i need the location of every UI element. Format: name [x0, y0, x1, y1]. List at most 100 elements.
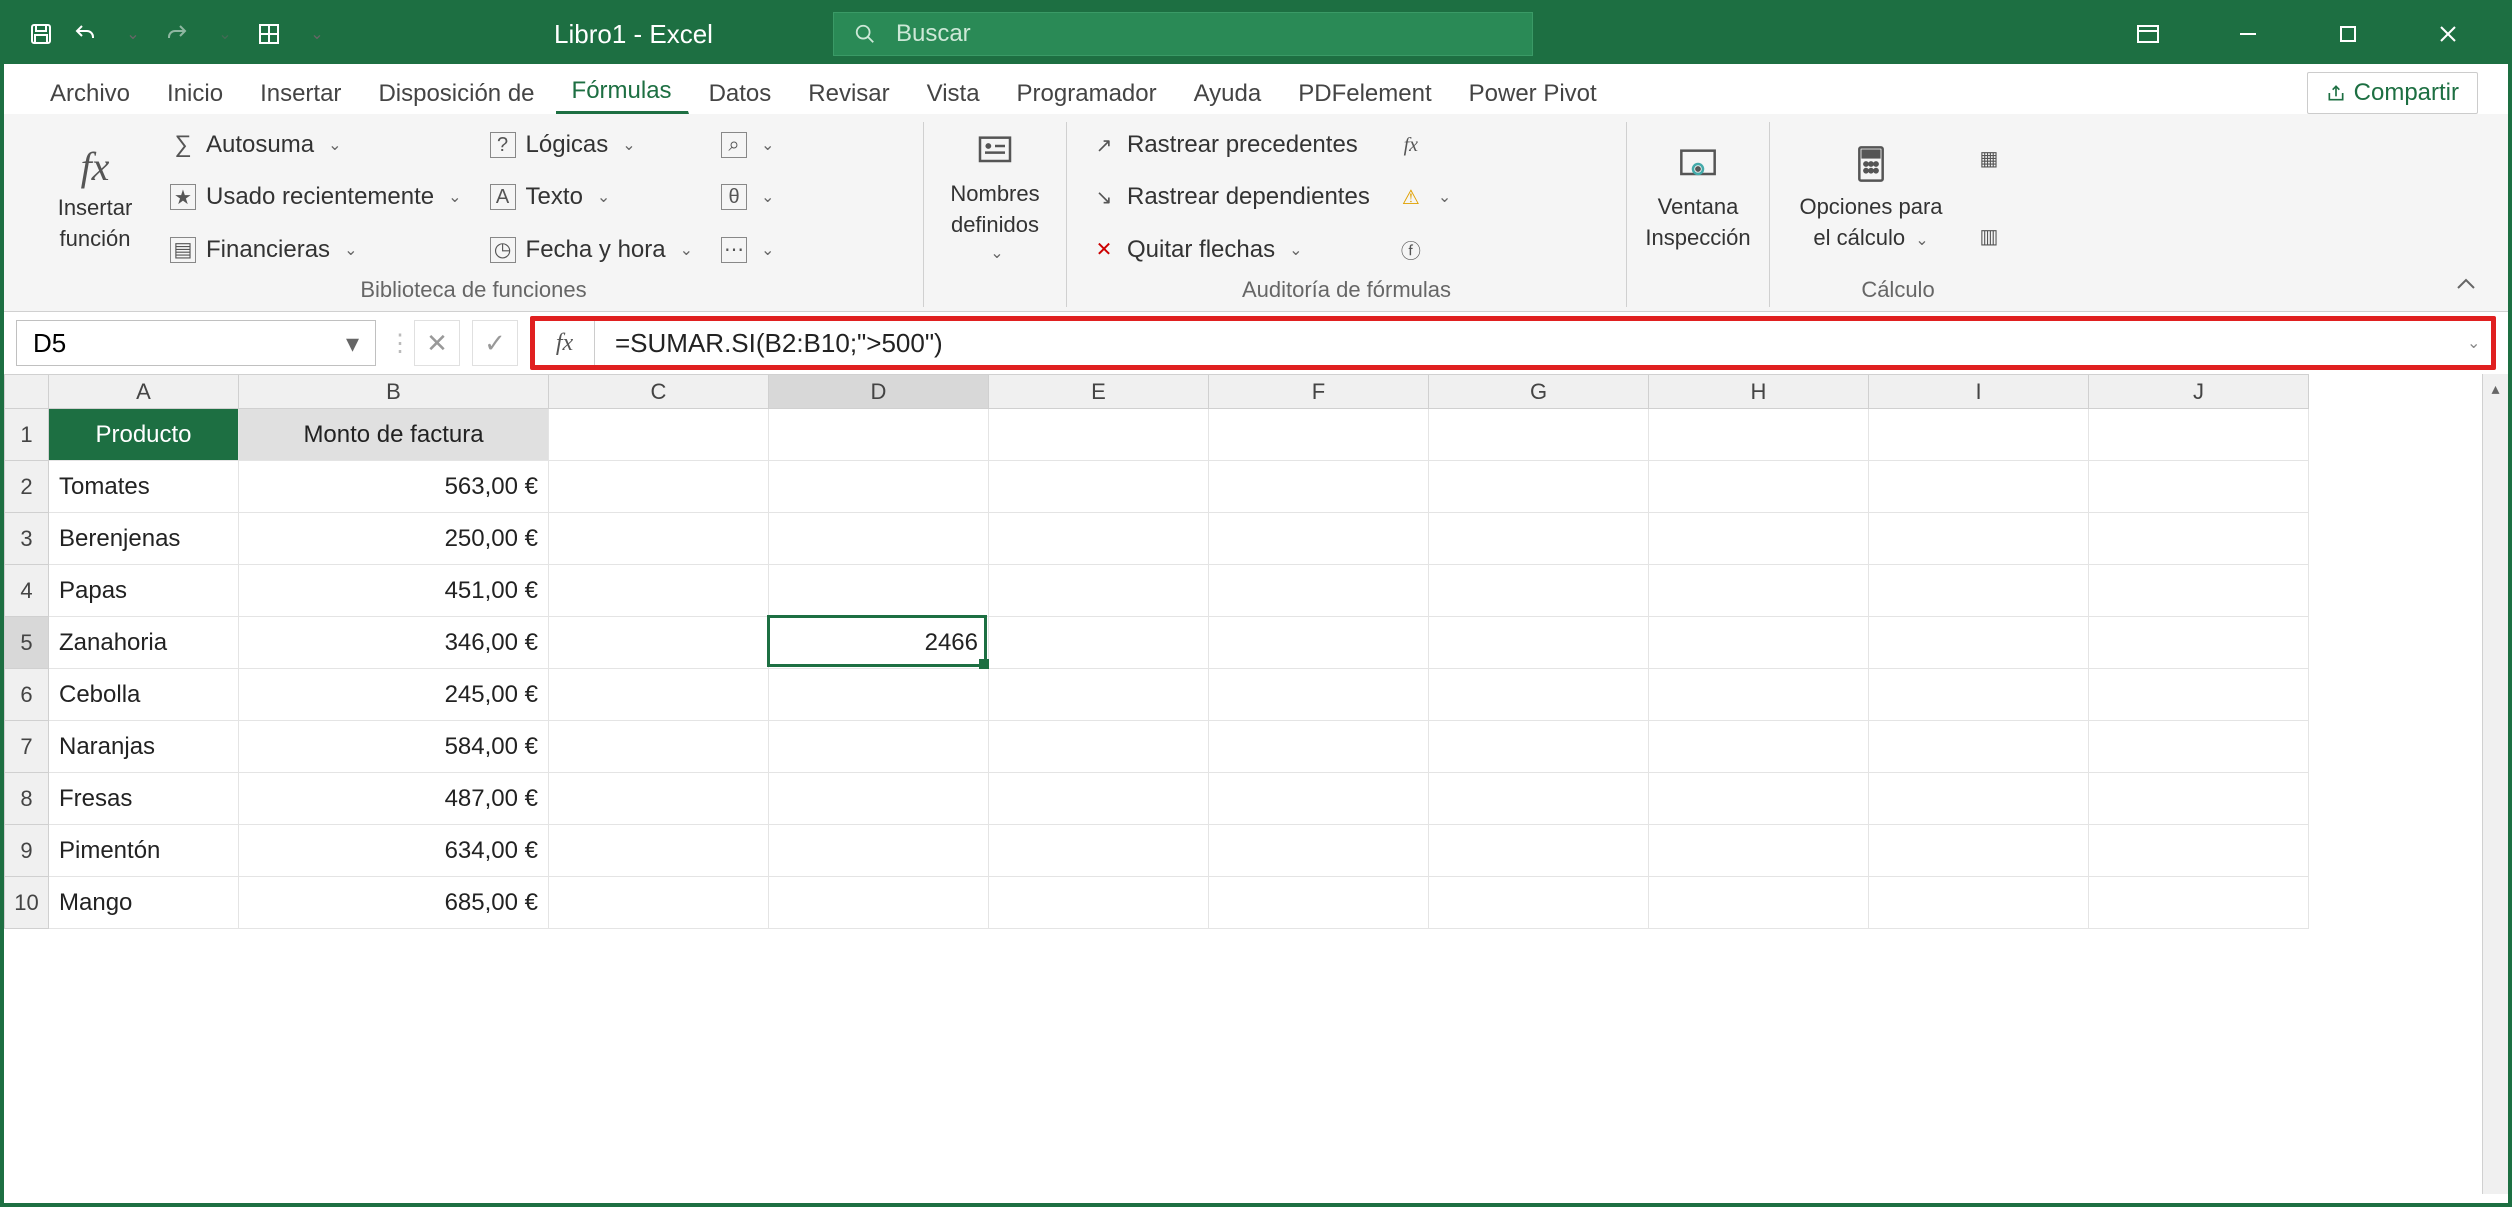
cell-F3[interactable]	[1209, 513, 1429, 565]
cell-D6[interactable]	[769, 669, 989, 721]
cell-G3[interactable]	[1429, 513, 1649, 565]
select-all-corner[interactable]	[5, 375, 49, 409]
cell-D9[interactable]	[769, 825, 989, 877]
cell-D10[interactable]	[769, 877, 989, 929]
worksheet-grid[interactable]: ABCDEFGHIJ1ProductoMonto de factura2Toma…	[4, 374, 2508, 1194]
tab-vista[interactable]: Vista	[911, 70, 997, 114]
tab-fórmulas[interactable]: Fórmulas	[556, 67, 689, 114]
cell-J7[interactable]	[2089, 721, 2309, 773]
cell-G1[interactable]	[1429, 409, 1649, 461]
cancel-button[interactable]: ✕	[414, 320, 460, 366]
cell-F7[interactable]	[1209, 721, 1429, 773]
row-header-8[interactable]: 8	[5, 773, 49, 825]
ribbon-display-icon[interactable]	[2128, 14, 2168, 54]
tab-ayuda[interactable]: Ayuda	[1178, 70, 1279, 114]
cell-F2[interactable]	[1209, 461, 1429, 513]
row-header-7[interactable]: 7	[5, 721, 49, 773]
remove-arrows-button[interactable]: ✕Quitar flechas⌄	[1083, 234, 1378, 266]
cell-A10[interactable]: Mango	[49, 877, 239, 929]
evaluate-button[interactable]: ⓕ	[1390, 235, 1459, 265]
cell-B7[interactable]: 584,00 €	[239, 721, 549, 773]
cell-G6[interactable]	[1429, 669, 1649, 721]
chevron-down-icon[interactable]: ▾	[346, 328, 359, 359]
cell-G8[interactable]	[1429, 773, 1649, 825]
cell-C1[interactable]	[549, 409, 769, 461]
col-header-H[interactable]: H	[1649, 375, 1869, 409]
cell-I4[interactable]	[1869, 565, 2089, 617]
cell-A5[interactable]: Zanahoria	[49, 617, 239, 669]
cell-D1[interactable]	[769, 409, 989, 461]
cell-D5[interactable]: 2466	[769, 617, 989, 669]
cell-C5[interactable]	[549, 617, 769, 669]
redo-icon[interactable]	[164, 21, 190, 47]
cell-H3[interactable]	[1649, 513, 1869, 565]
cell-H1[interactable]	[1649, 409, 1869, 461]
math-button[interactable]: θ⌄	[713, 182, 782, 212]
tab-programador[interactable]: Programador	[1001, 70, 1174, 114]
undo-dropdown-icon[interactable]: ⌄	[120, 21, 146, 47]
cell-J5[interactable]	[2089, 617, 2309, 669]
redo-dropdown-icon[interactable]: ⌄	[212, 21, 238, 47]
cell-J9[interactable]	[2089, 825, 2309, 877]
cell-E3[interactable]	[989, 513, 1209, 565]
col-header-E[interactable]: E	[989, 375, 1209, 409]
enter-button[interactable]: ✓	[472, 320, 518, 366]
cell-J4[interactable]	[2089, 565, 2309, 617]
cell-A9[interactable]: Pimentón	[49, 825, 239, 877]
error-check-button[interactable]: ⚠⌄	[1390, 182, 1459, 212]
tab-insertar[interactable]: Insertar	[244, 70, 358, 114]
collapse-ribbon-button[interactable]	[2444, 263, 2488, 307]
tab-inicio[interactable]: Inicio	[151, 70, 240, 114]
cell-I8[interactable]	[1869, 773, 2089, 825]
cell-J8[interactable]	[2089, 773, 2309, 825]
cell-B2[interactable]: 563,00 €	[239, 461, 549, 513]
col-header-A[interactable]: A	[49, 375, 239, 409]
cell-D8[interactable]	[769, 773, 989, 825]
row-header-2[interactable]: 2	[5, 461, 49, 513]
autosum-button[interactable]: ∑Autosuma⌄	[162, 129, 470, 161]
cell-C4[interactable]	[549, 565, 769, 617]
undo-icon[interactable]	[72, 21, 98, 47]
scroll-up-icon[interactable]: ▴	[2483, 374, 2508, 404]
cell-E9[interactable]	[989, 825, 1209, 877]
cell-I9[interactable]	[1869, 825, 2089, 877]
row-header-3[interactable]: 3	[5, 513, 49, 565]
cell-I1[interactable]	[1869, 409, 2089, 461]
cell-I10[interactable]	[1869, 877, 2089, 929]
cell-I6[interactable]	[1869, 669, 2089, 721]
cell-G4[interactable]	[1429, 565, 1649, 617]
col-header-I[interactable]: I	[1869, 375, 2089, 409]
borders-icon[interactable]	[256, 21, 282, 47]
cell-G7[interactable]	[1429, 721, 1649, 773]
cell-I3[interactable]	[1869, 513, 2089, 565]
cell-I2[interactable]	[1869, 461, 2089, 513]
qat-customize-icon[interactable]: ⌄	[304, 21, 330, 47]
cell-B3[interactable]: 250,00 €	[239, 513, 549, 565]
row-header-10[interactable]: 10	[5, 877, 49, 929]
cell-J10[interactable]	[2089, 877, 2309, 929]
row-header-6[interactable]: 6	[5, 669, 49, 721]
vertical-scrollbar[interactable]: ▴	[2482, 374, 2508, 1194]
cell-H2[interactable]	[1649, 461, 1869, 513]
cell-I5[interactable]	[1869, 617, 2089, 669]
cell-A1[interactable]: Producto	[49, 409, 239, 461]
cell-F6[interactable]	[1209, 669, 1429, 721]
cell-A7[interactable]: Naranjas	[49, 721, 239, 773]
calc-now-button[interactable]: ▦	[1968, 143, 2010, 173]
cell-G9[interactable]	[1429, 825, 1649, 877]
fx-icon[interactable]: fx	[535, 321, 595, 365]
cell-F5[interactable]	[1209, 617, 1429, 669]
row-header-9[interactable]: 9	[5, 825, 49, 877]
trace-precedents-button[interactable]: ↗Rastrear precedentes	[1083, 129, 1378, 161]
cell-B1[interactable]: Monto de factura	[239, 409, 549, 461]
cell-E8[interactable]	[989, 773, 1209, 825]
col-header-J[interactable]: J	[2089, 375, 2309, 409]
cell-J6[interactable]	[2089, 669, 2309, 721]
financial-button[interactable]: ▤Financieras⌄	[162, 234, 470, 266]
cell-A4[interactable]: Papas	[49, 565, 239, 617]
cell-A6[interactable]: Cebolla	[49, 669, 239, 721]
cell-D7[interactable]	[769, 721, 989, 773]
recent-button[interactable]: ★Usado recientemente⌄	[162, 181, 470, 213]
cell-B5[interactable]: 346,00 €	[239, 617, 549, 669]
cell-H5[interactable]	[1649, 617, 1869, 669]
